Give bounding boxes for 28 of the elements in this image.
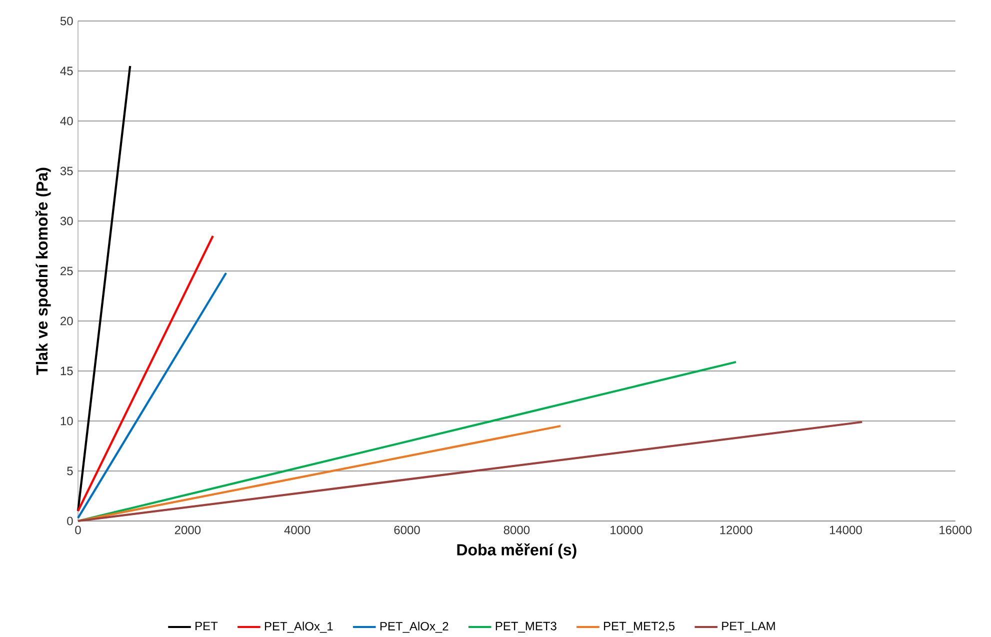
x-tick-label: 0 [75,526,81,534]
x-tick-label: 12000 [720,526,752,534]
x-tick-label: 10000 [610,526,643,534]
y-tick-label: 20 [60,316,73,326]
y-axis-title: Tlak ve spodní komoře (Pa) [36,168,51,375]
legend-label: PET_AlOx_1 [264,622,333,633]
y-tick-label: 50 [60,16,73,26]
y-tick-label: 10 [60,416,73,426]
legend-label: PET_AlOx_2 [380,622,448,633]
x-tick-label: 2000 [174,526,201,534]
legend-label: PET_LAM [722,622,775,633]
x-axis-title: Doba měření (s) [457,543,576,559]
y-tick-label: 40 [60,116,73,126]
x-tick-label: 6000 [394,526,420,534]
y-tick-label: 5 [67,466,73,476]
y-tick-label: 30 [60,216,73,226]
x-tick-label: 8000 [504,526,530,534]
x-tick-label: 16000 [940,526,972,534]
y-tick-label: 25 [60,266,73,276]
x-tick-label: 14000 [830,526,862,534]
y-tick-label: 45 [60,66,73,76]
y-tick-label: 35 [60,166,73,176]
y-tick-label: 0 [67,516,73,526]
legend-label: PET [196,622,218,630]
legend-label: PET_MET3 [496,622,556,633]
y-tick-label: 15 [60,366,73,376]
legend-label: PET_MET2,5 [604,622,675,633]
x-tick-label: 4000 [284,526,310,534]
